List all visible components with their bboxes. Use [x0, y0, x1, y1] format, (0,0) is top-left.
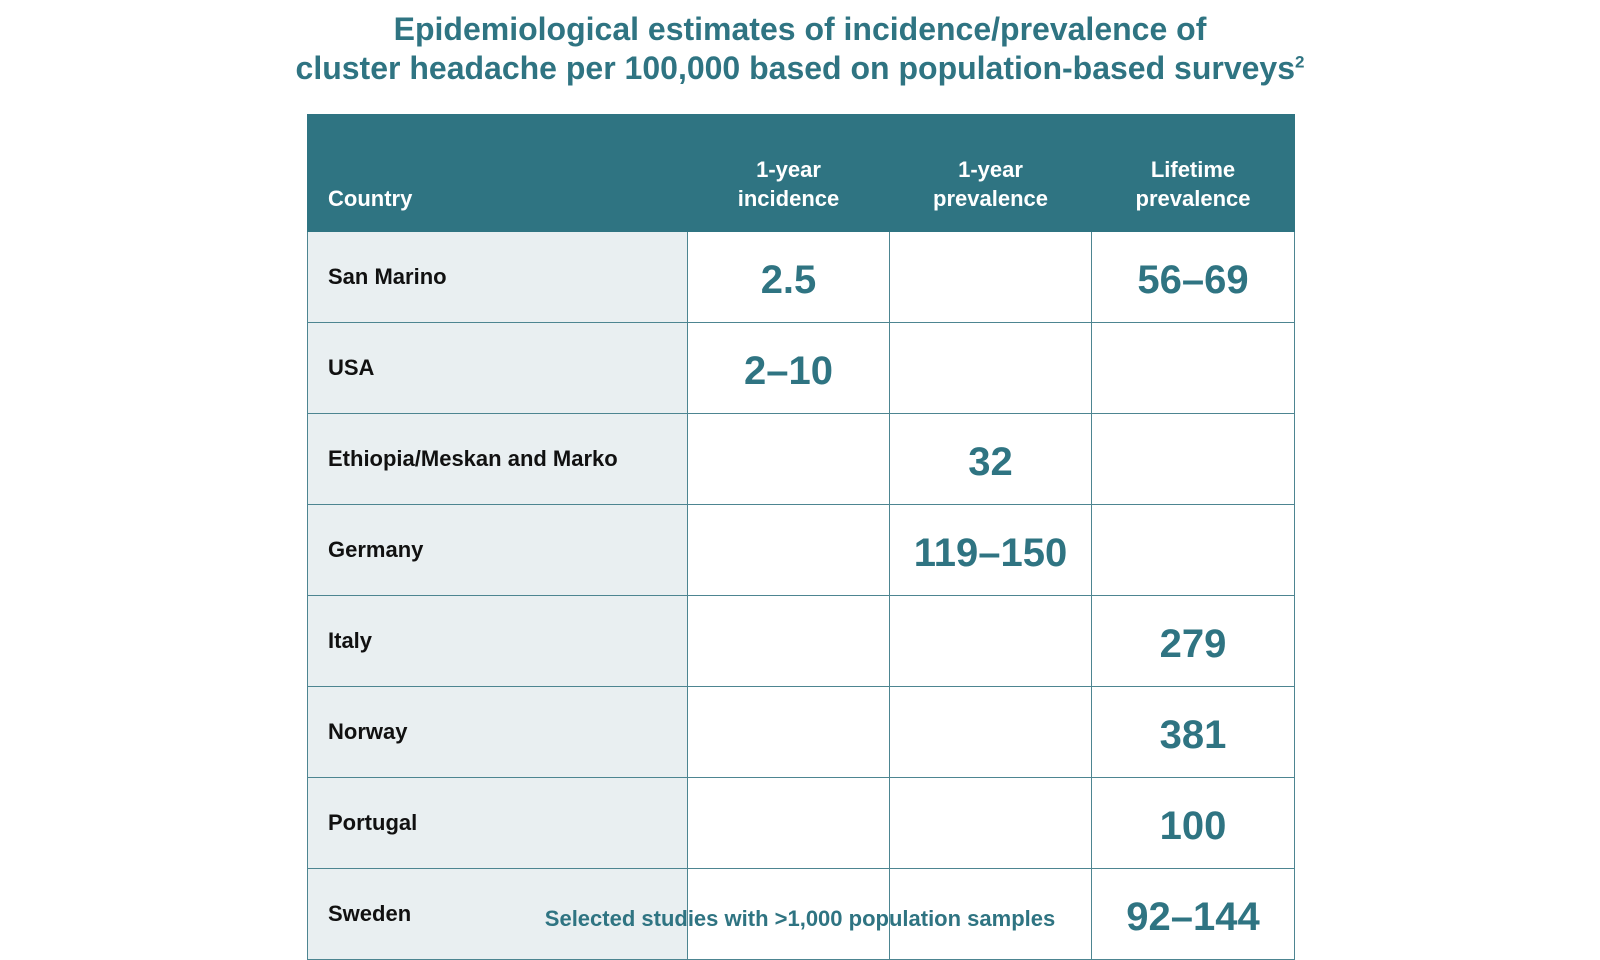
prevalence-1-year-cell [889, 322, 1092, 414]
header-1-year-incidence-line-1: 1-year [756, 157, 821, 182]
incidence-1-year-cell [687, 595, 890, 687]
incidence-1-year-cell [687, 413, 890, 505]
incidence-1-year-cell [687, 777, 890, 869]
country-cell: Germany [307, 504, 688, 596]
header-lifetime-prevalence: Lifetime prevalence [1091, 114, 1295, 232]
footnote: Selected studies with >1,000 population … [544, 906, 1056, 931]
prevalence-lifetime-cell [1091, 413, 1295, 505]
country-cell: Norway [307, 686, 688, 778]
page-title: Epidemiological estimates of incidence/p… [0, 10, 1600, 88]
prevalence-lifetime-cell: 100 [1091, 777, 1295, 869]
prevalence-lifetime-cell: 56–69 [1091, 231, 1295, 323]
prevalence-1-year-cell [889, 595, 1092, 687]
country-cell: Italy [307, 595, 688, 687]
header-1-year-incidence: 1-year incidence [687, 114, 890, 232]
prevalence-1-year-cell [889, 777, 1092, 869]
table-row: USA 2–10 [307, 322, 1295, 414]
incidence-1-year-cell: 2.5 [687, 231, 890, 323]
epidemiology-table: Country 1-year incidence 1-year prevalence… [307, 114, 1295, 960]
prevalence-1-year-cell [889, 231, 1092, 323]
table-row: Italy 279 [307, 595, 1295, 687]
header-1-year-prevalence: 1-year prevalence [889, 114, 1092, 232]
table-row: Ethiopia/Meskan and Marko 32 [307, 413, 1295, 505]
prevalence-lifetime-cell: 381 [1091, 686, 1295, 778]
table-header-row: Country 1-year incidence 1-year prevalence… [307, 114, 1295, 232]
prevalence-lifetime-cell [1091, 322, 1295, 414]
country-cell: Ethiopia/Meskan and Marko [307, 413, 688, 505]
prevalence-lifetime-cell [1091, 504, 1295, 596]
header-1-year-prevalence-line-2: prevalence [933, 186, 1048, 211]
country-cell: Portugal [307, 777, 688, 869]
header-1-year-prevalence-line-1: 1-year [958, 157, 1023, 182]
title-line-2-text: cluster headache per 100,000 based on po… [295, 50, 1295, 86]
header-1-year-incidence-line-2: incidence [737, 186, 840, 211]
incidence-1-year-cell [687, 504, 890, 596]
table-row: Portugal 100 [307, 777, 1295, 869]
country-cell: San Marino [307, 231, 688, 323]
prevalence-lifetime-cell: 279 [1091, 595, 1295, 687]
header-country: Country [307, 114, 688, 232]
title-footnote-reference: 2 [1295, 52, 1305, 72]
prevalence-1-year-cell: 119–150 [889, 504, 1092, 596]
table-row: San Marino 2.5 56–69 [307, 231, 1295, 323]
table-row: Norway 381 [307, 686, 1295, 778]
incidence-1-year-cell: 2–10 [687, 322, 890, 414]
prevalence-1-year-cell [889, 686, 1092, 778]
table-row: Germany 119–150 [307, 504, 1295, 596]
header-lifetime-prevalence-line-1: Lifetime [1150, 157, 1236, 182]
title-line-2: cluster headache per 100,000 based on po… [0, 49, 1600, 88]
country-cell: USA [307, 322, 688, 414]
header-lifetime-prevalence-line-2: prevalence [1135, 186, 1251, 211]
prevalence-1-year-cell: 32 [889, 413, 1092, 505]
incidence-1-year-cell [687, 686, 890, 778]
title-line-1: Epidemiological estimates of incidence/p… [393, 11, 1207, 47]
